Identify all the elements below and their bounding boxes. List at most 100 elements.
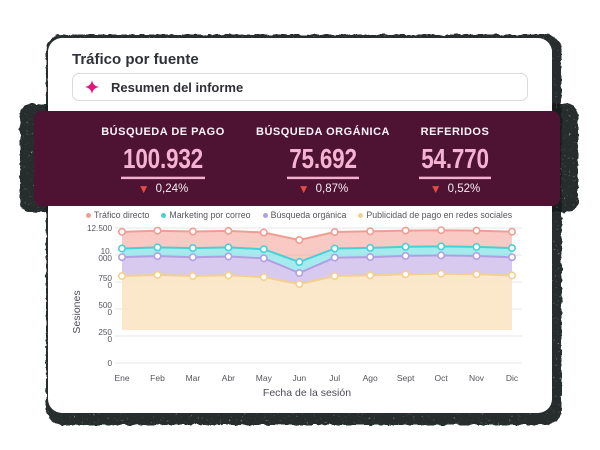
data-point[interactable]: [224, 252, 233, 261]
data-point[interactable]: [295, 268, 304, 277]
x-axis-labels: Ene Feb Mar Abr May Jun Jul Ago Sept Oct Nov Dic: [114, 373, 518, 383]
data-point[interactable]: [366, 271, 375, 280]
data-point[interactable]: [224, 271, 233, 280]
data-point[interactable]: [188, 227, 197, 236]
data-point[interactable]: [507, 227, 516, 236]
series-area: [122, 246, 512, 273]
data-point[interactable]: [188, 271, 197, 280]
legend-dot: [262, 212, 268, 218]
stat-value[interactable]: 75.692: [287, 146, 359, 179]
data-point[interactable]: [295, 257, 304, 266]
x-tick-label: Sept: [397, 373, 415, 383]
data-point[interactable]: [401, 270, 410, 279]
x-tick-label: Abr: [222, 373, 235, 383]
data-point[interactable]: [401, 242, 410, 251]
legend-label: Marketing por correo: [169, 210, 251, 220]
data-point[interactable]: [295, 280, 304, 289]
stat-label: BÚSQUEDA DE PAGO: [101, 126, 225, 138]
legend-label: Tráfico directo: [94, 210, 150, 220]
x-tick-label: Feb: [150, 373, 165, 383]
data-point[interactable]: [153, 270, 162, 279]
data-point[interactable]: [330, 228, 339, 237]
y-tick-label: 500 0: [98, 301, 112, 317]
down-triangle-icon: ▼: [429, 181, 442, 196]
data-point[interactable]: [437, 226, 446, 235]
data-point[interactable]: [366, 243, 375, 252]
stat-value[interactable]: 100.932: [121, 146, 205, 179]
data-point[interactable]: [188, 253, 197, 262]
legend-item[interactable]: Búsqueda orgánica: [262, 210, 346, 220]
data-point[interactable]: [118, 227, 127, 236]
data-point[interactable]: [472, 270, 481, 279]
data-point[interactable]: [259, 245, 268, 254]
data-point[interactable]: [188, 244, 197, 253]
data-point[interactable]: [153, 243, 162, 252]
y-axis-title: Sesiones: [71, 290, 83, 333]
x-tick-label: Ago: [363, 373, 378, 383]
data-point[interactable]: [153, 226, 162, 235]
stat-delta: 0,52%: [447, 182, 481, 195]
data-point[interactable]: [224, 243, 233, 252]
down-triangle-icon: ▼: [297, 181, 310, 196]
y-tick-label: 12.500: [87, 224, 112, 233]
data-point[interactable]: [330, 271, 339, 280]
data-point[interactable]: [472, 252, 481, 261]
data-point[interactable]: [118, 272, 127, 281]
data-point[interactable]: [295, 236, 304, 245]
data-point[interactable]: [330, 253, 339, 262]
data-point[interactable]: [366, 227, 375, 236]
legend-item[interactable]: Tráfico directo: [86, 210, 149, 220]
data-point[interactable]: [401, 226, 410, 235]
data-point[interactable]: [507, 244, 516, 253]
x-tick-label: Ene: [114, 373, 129, 383]
chart-legend: Tráfico directo Marketing por correo Búsqu…: [86, 210, 512, 220]
data-point[interactable]: [437, 251, 446, 260]
data-point[interactable]: [259, 273, 268, 282]
stat-paid-search: BÚSQUEDA DE PAGO 100.932 ▼ 0,24%: [73, 111, 253, 195]
stat-label: REFERIDOS: [420, 126, 490, 138]
data-point[interactable]: [507, 271, 516, 280]
stat-delta: 0,24%: [155, 182, 189, 195]
stat-referrals: REFERIDOS 54.770 ▼ 0,52%: [365, 111, 545, 195]
x-tick-label: Mar: [186, 373, 201, 383]
stats-banner: BÚSQUEDA DE PAGO 100.932 ▼ 0,24% BÚSQUEDA…: [34, 111, 560, 206]
data-point[interactable]: [401, 251, 410, 260]
x-axis-title: Fecha de la sesión: [263, 387, 351, 399]
data-point[interactable]: [259, 254, 268, 263]
data-point[interactable]: [437, 242, 446, 251]
stat-value[interactable]: 54.770: [419, 146, 491, 179]
down-triangle-icon: ▼: [137, 181, 150, 196]
data-point[interactable]: [118, 253, 127, 262]
series-area: [122, 255, 512, 285]
data-point[interactable]: [153, 252, 162, 261]
y-axis-labels: 12.500 10. 000 750 0 500 0 250 0 0: [87, 224, 112, 368]
data-point[interactable]: [437, 269, 446, 278]
data-point[interactable]: [259, 228, 268, 237]
stat-organic-search: BÚSQUEDA ORGÁNICA 75.692 ▼ 0,87%: [233, 111, 413, 195]
data-point[interactable]: [224, 226, 233, 235]
card-title: Tráfico por fuente: [72, 51, 199, 68]
data-point[interactable]: [472, 242, 481, 251]
stat-label: BÚSQUEDA ORGÁNICA: [256, 126, 390, 138]
y-tick-label: 0: [107, 359, 112, 368]
y-tick-label: 10. 000: [98, 247, 112, 263]
series-line: [121, 245, 513, 263]
x-tick-label: Jun: [292, 373, 306, 383]
data-point[interactable]: [330, 244, 339, 253]
y-tick-label: 250 0: [98, 328, 112, 344]
data-point[interactable]: [507, 253, 516, 262]
report-summary-label: Resumen del informe: [111, 79, 244, 95]
legend-item[interactable]: Marketing por correo: [161, 210, 251, 220]
series-area: [122, 273, 512, 330]
data-point[interactable]: [472, 226, 481, 235]
report-card: Tráfico por fuente Resumen del informe: [48, 38, 552, 413]
data-point[interactable]: [118, 244, 127, 253]
series-area: [122, 230, 512, 262]
x-tick-label: Oct: [434, 373, 448, 383]
legend-label: Publicidad de pago en redes sociales: [366, 210, 513, 220]
sparkle-icon: [85, 80, 99, 94]
legend-item[interactable]: Publicidad de pago en redes sociales: [358, 210, 512, 220]
data-point[interactable]: [366, 253, 375, 262]
report-summary-button[interactable]: Resumen del informe: [72, 73, 528, 101]
series-line: [121, 254, 513, 274]
